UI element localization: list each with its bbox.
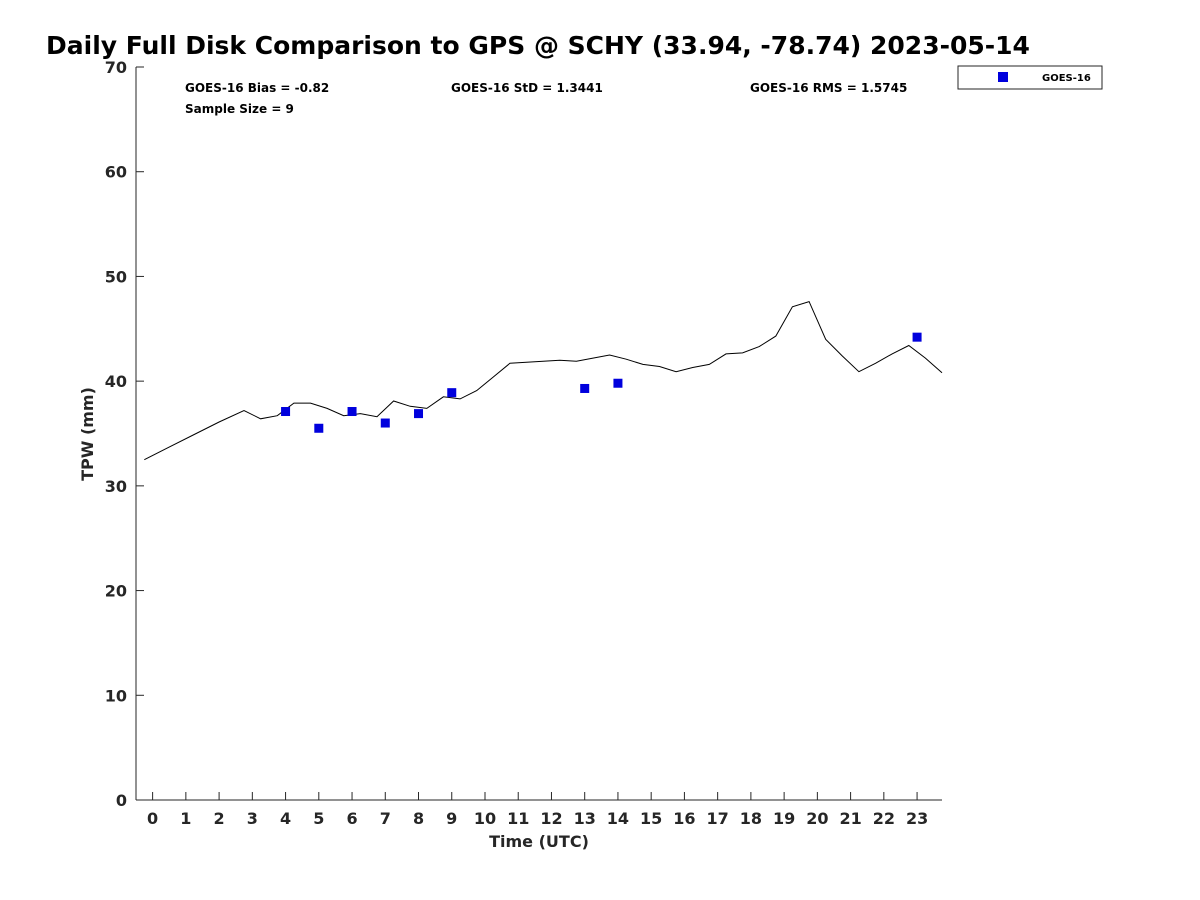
rms-annotation: GOES-16 RMS = 1.5745	[750, 81, 907, 95]
x-tick-label: 14	[607, 809, 629, 828]
x-tick-label: 5	[313, 809, 324, 828]
x-tick-label: 10	[474, 809, 496, 828]
x-tick-label: 15	[640, 809, 662, 828]
y-tick-label: 10	[105, 686, 127, 705]
goes16-data-point	[912, 332, 922, 342]
x-tick-label: 17	[707, 809, 729, 828]
goes16-data-point	[580, 383, 590, 393]
x-tick-label: 11	[507, 809, 529, 828]
goes16-data-point	[380, 418, 390, 428]
y-tick-label: 60	[105, 163, 127, 182]
chart-title: Daily Full Disk Comparison to GPS @ SCHY…	[46, 31, 1030, 60]
x-tick-label: 4	[280, 809, 291, 828]
x-tick-label: 13	[574, 809, 596, 828]
bias-annotation: GOES-16 Bias = -0.82	[185, 81, 329, 95]
x-tick-label: 9	[446, 809, 457, 828]
x-tick-label: 23	[906, 809, 928, 828]
legend: GOES-16	[957, 65, 1103, 90]
y-tick-label: 30	[105, 477, 127, 496]
y-axis-label: TPW (mm)	[78, 387, 97, 481]
series-layer	[144, 300, 943, 461]
goes16-data-point	[347, 407, 357, 417]
x-tick-label: 19	[773, 809, 795, 828]
x-tick-label: 8	[413, 809, 424, 828]
y-tick-label: 70	[105, 58, 127, 77]
x-axis-label: Time (UTC)	[489, 832, 589, 851]
x-tick-label: 7	[380, 809, 391, 828]
legend-marker	[998, 72, 1008, 82]
sample-size-annotation: Sample Size = 9	[185, 102, 294, 116]
y-tick-label: 50	[105, 267, 127, 286]
x-tick-label: 18	[740, 809, 762, 828]
x-tick-label: 2	[214, 809, 225, 828]
goes16-data-point	[314, 423, 324, 433]
y-tick-label: 0	[116, 791, 127, 810]
goes16-data-point	[281, 407, 291, 417]
x-tick-label: 1	[180, 809, 191, 828]
x-tick-label: 21	[839, 809, 861, 828]
x-tick-label: 12	[540, 809, 562, 828]
x-ticks: 0 1 2 3 4 5 6 7 8 9 10 11 12 13 14 15 16 17 18 19 20 21 22 23	[147, 792, 928, 828]
std-annotation: GOES-16 StD = 1.3441	[451, 81, 603, 95]
y-ticks: 0 10 20 30 40 50 60 70	[105, 58, 144, 810]
x-tick-label: 22	[873, 809, 895, 828]
gps-tpw-line	[144, 300, 943, 461]
legend-box	[957, 65, 1103, 90]
x-tick-label: 20	[806, 809, 828, 828]
goes16-data-point	[447, 388, 457, 398]
x-tick-label: 16	[673, 809, 695, 828]
axes	[135, 67, 942, 801]
legend-label: GOES-16	[1042, 73, 1091, 84]
stats-annotations: GOES-16 Bias = -0.82 GOES-16 StD = 1.344…	[185, 81, 907, 116]
goes16-data-point	[414, 409, 424, 419]
y-tick-label: 20	[105, 582, 127, 601]
x-tick-label: 6	[346, 809, 357, 828]
y-tick-label: 40	[105, 372, 127, 391]
x-tick-label: 3	[247, 809, 258, 828]
goes16-data-point	[613, 378, 623, 388]
x-tick-label: 0	[147, 809, 158, 828]
